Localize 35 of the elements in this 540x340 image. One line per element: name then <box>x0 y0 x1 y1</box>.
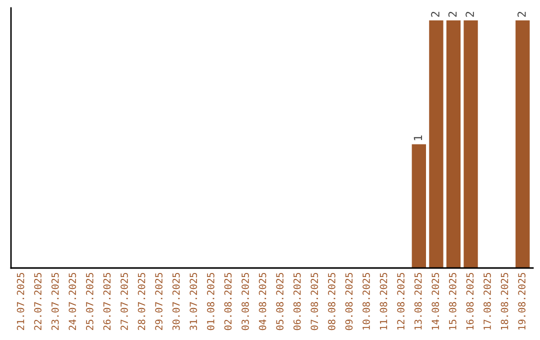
x-tick-label: 25.07.2025 <box>86 272 94 330</box>
x-tick-label: 24.07.2025 <box>68 272 76 330</box>
x-tick-label: 15.08.2025 <box>448 272 456 330</box>
x-tick-label: 02.08.2025 <box>224 272 232 330</box>
data-label: 2 <box>466 12 474 17</box>
x-tick-label: 28.07.2025 <box>138 272 146 330</box>
x-tick-label: 12.08.2025 <box>397 272 404 330</box>
x-tick-label: 05.08.2025 <box>276 272 284 330</box>
data-label: 1 <box>414 135 422 140</box>
x-tick-label: 22.07.2025 <box>34 272 42 330</box>
x-tick-label: 26.07.2025 <box>103 272 111 330</box>
x-tick-label: 17.08.2025 <box>484 272 491 330</box>
x-tick-label: 03.08.2025 <box>242 272 249 330</box>
x-tick-label: 14.08.2025 <box>432 272 440 330</box>
x-tick-label: 18.08.2025 <box>500 272 508 330</box>
x-tick-label: 10.08.2025 <box>362 272 370 330</box>
x-tick-label: 21.07.2025 <box>16 272 24 330</box>
x-tick-label: 29.07.2025 <box>155 272 162 330</box>
x-tick-label: 04.08.2025 <box>258 272 266 330</box>
data-label: 2 <box>517 12 526 17</box>
x-tick-label: 06.08.2025 <box>293 272 301 330</box>
data-label: 2 <box>431 12 440 17</box>
x-tick-label: 16.08.2025 <box>466 272 474 330</box>
x-tick-label: 30.07.2025 <box>172 272 180 330</box>
x-tick-label: 09.08.2025 <box>345 272 353 330</box>
x-tick-label: 27.07.2025 <box>120 272 128 330</box>
x-tick-label: 11.08.2025 <box>380 272 388 330</box>
x-tick-label: 19.08.2025 <box>518 272 526 330</box>
x-tick-label: 08.08.2025 <box>328 272 336 330</box>
x-tick-label: 07.08.2025 <box>310 272 318 330</box>
x-tick-label: 01.08.2025 <box>206 272 214 330</box>
x-tick-label: 31.07.2025 <box>190 272 198 330</box>
data-label: 2 <box>448 12 457 17</box>
x-tick-label: 23.07.2025 <box>51 272 59 330</box>
x-tick-label: 13.08.2025 <box>414 272 422 330</box>
